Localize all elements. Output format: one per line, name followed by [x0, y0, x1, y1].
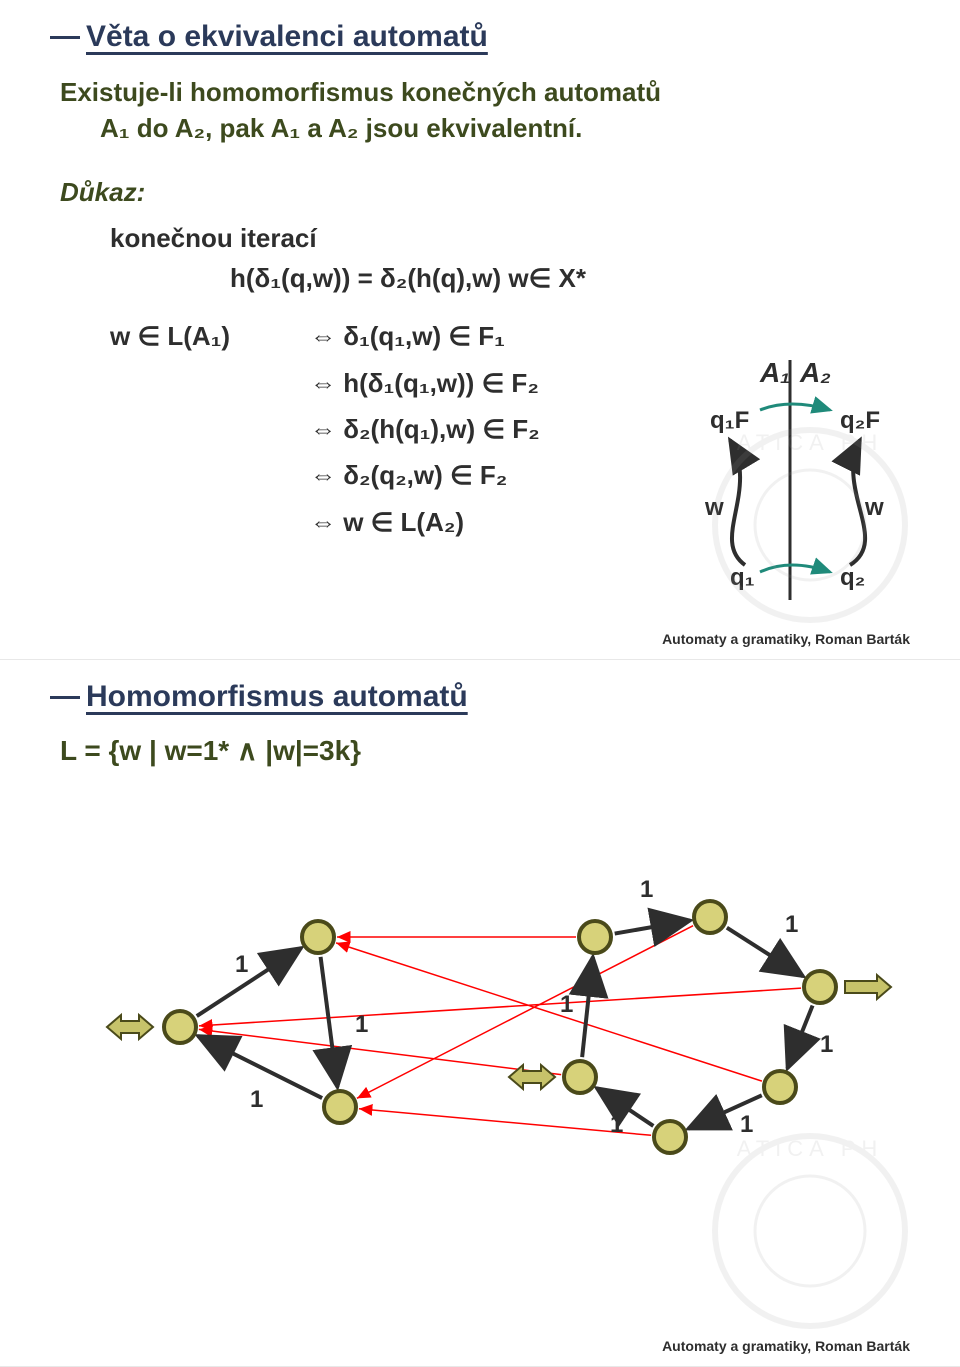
footer: Automaty a gramatiky, Roman Barták	[662, 631, 910, 647]
equiv-line: ⇔ h(δ₁(q₁,w)) ∈ F₂	[310, 363, 540, 403]
label-A2: A₂	[799, 357, 831, 388]
label-q2F: q₂F	[840, 407, 880, 434]
svg-text:1: 1	[355, 1011, 368, 1038]
theorem-line1: Existuje-li homomorfismus konečných auto…	[60, 77, 661, 107]
label-q2: q₂	[840, 564, 865, 591]
label-A1: A₁	[759, 357, 790, 388]
svg-text:1: 1	[610, 1111, 623, 1138]
theorem: Existuje-li homomorfismus konečných auto…	[50, 74, 910, 147]
equiv-line: ⇔ δ₂(h(q₁),w) ∈ F₂	[310, 409, 540, 449]
svg-text:1: 1	[235, 951, 248, 978]
title-rule	[50, 36, 80, 39]
theorem-line2: A₁ do A₂, pak A₁ a A₂ jsou ekvivalentní.	[60, 113, 582, 143]
diagram-a1-a2: A₁ A₂ q₁F q₂F w w q₁ q₂	[650, 350, 930, 610]
slide-homomorphism: Homomorfismus automatů L = {w | w=1* ∧ |…	[0, 660, 960, 1367]
automata-graph: 1 1 1 1 1 1 1 1 1	[50, 797, 910, 1177]
label-q1: q₁	[730, 564, 755, 591]
proof-equation: h(δ₁(q,w)) = δ₂(h(q),w) w∈ X*	[110, 258, 910, 298]
equiv-line: ⇔ δ₁(q₁,w) ∈ F₁	[310, 316, 540, 356]
svg-text:1: 1	[250, 1086, 263, 1113]
slide-title: Věta o ekvivalenci automatů	[86, 20, 488, 54]
equiv-line: ⇔ δ₂(q₂,w) ∈ F₂	[310, 455, 540, 495]
equiv-line: ⇔ w ∈ L(A₂)	[310, 502, 540, 542]
slide-title: Homomorfismus automatů	[86, 680, 468, 714]
svg-text:1: 1	[740, 1111, 753, 1138]
svg-text:1: 1	[560, 991, 573, 1018]
label-q1F: q₁F	[710, 407, 749, 434]
svg-text:1: 1	[640, 876, 653, 903]
equiv-lhs: w ∈ L(A₁)	[110, 316, 280, 541]
equiv-rhs: ⇔ δ₁(q₁,w) ∈ F₁ ⇔ h(δ₁(q₁,w)) ∈ F₂ ⇔ δ₂(…	[310, 316, 540, 541]
slide-equivalence: Věta o ekvivalenci automatů Existuje-li …	[0, 0, 960, 660]
label-w-left: w	[704, 494, 724, 521]
title-row: Věta o ekvivalenci automatů	[50, 20, 910, 54]
title-rule	[50, 696, 80, 699]
proof-intro: konečnou iterací	[110, 218, 910, 258]
footer: Automaty a gramatiky, Roman Barták	[662, 1338, 910, 1354]
svg-text:1: 1	[785, 911, 798, 938]
title-row: Homomorfismus automatů	[50, 680, 910, 714]
language-definition: L = {w | w=1* ∧ |w|=3k}	[50, 734, 910, 767]
svg-text:1: 1	[820, 1031, 833, 1058]
proof-label: Důkaz:	[50, 177, 910, 208]
label-w-right: w	[864, 494, 884, 521]
